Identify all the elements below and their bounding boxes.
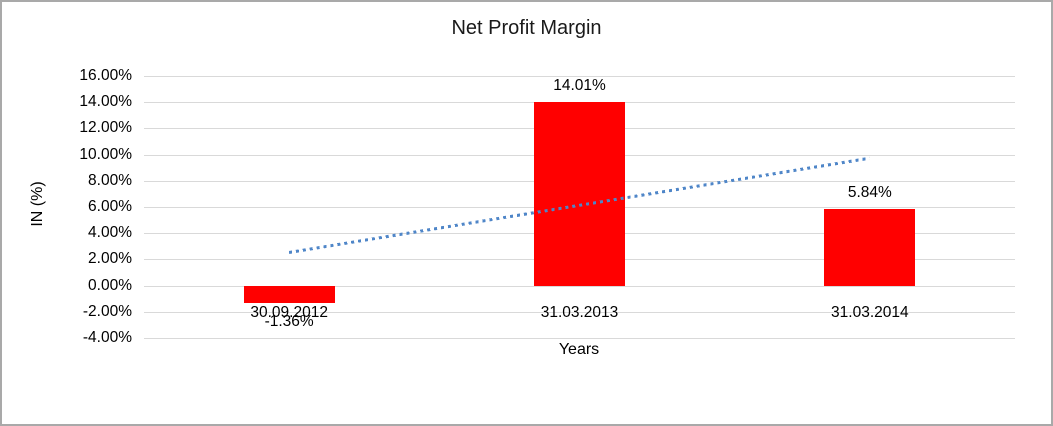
gridline (144, 311, 1015, 313)
data-label: 14.01% (553, 77, 606, 95)
plot-area: 30.09.2012 -1.36% 31.03.2013 14.01% 31.03.20… (144, 76, 1015, 339)
gridline (144, 285, 1015, 287)
gridline (144, 338, 1015, 339)
gridline (144, 76, 1015, 77)
bar (534, 102, 625, 286)
x-axis-title: Years (558, 341, 600, 358)
data-label: 5.84% (847, 184, 892, 202)
y-axis-tick-label: 16.00% (79, 67, 132, 84)
y-axis-tick-label: -2.00% (82, 302, 132, 320)
chart-title: Net Profit Margin (451, 17, 602, 39)
x-axis-category-label: 31.03.2014 (831, 304, 909, 321)
y-axis-tick-label: 6.00% (88, 198, 132, 215)
y-axis-tick-label: 0.00% (88, 276, 132, 294)
bar (824, 209, 916, 286)
y-axis-tick-label: -4.00% (82, 329, 132, 346)
x-axis-category-label: 31.03.2013 (540, 304, 619, 321)
y-axis-tick-label: 8.00% (88, 171, 132, 189)
y-axis-tick-label: 4.00% (88, 224, 132, 242)
data-label: -1.36% (264, 313, 314, 331)
y-axis-tick-label: 2.00% (88, 250, 132, 268)
bar (243, 285, 335, 304)
y-axis-tick-label: 12.00% (79, 119, 132, 137)
x-axis-category-label: 30.09.2012 (250, 304, 328, 321)
y-axis-tick-label: 14.00% (79, 93, 132, 111)
y-axis-tick-label: 10.00% (79, 145, 132, 163)
